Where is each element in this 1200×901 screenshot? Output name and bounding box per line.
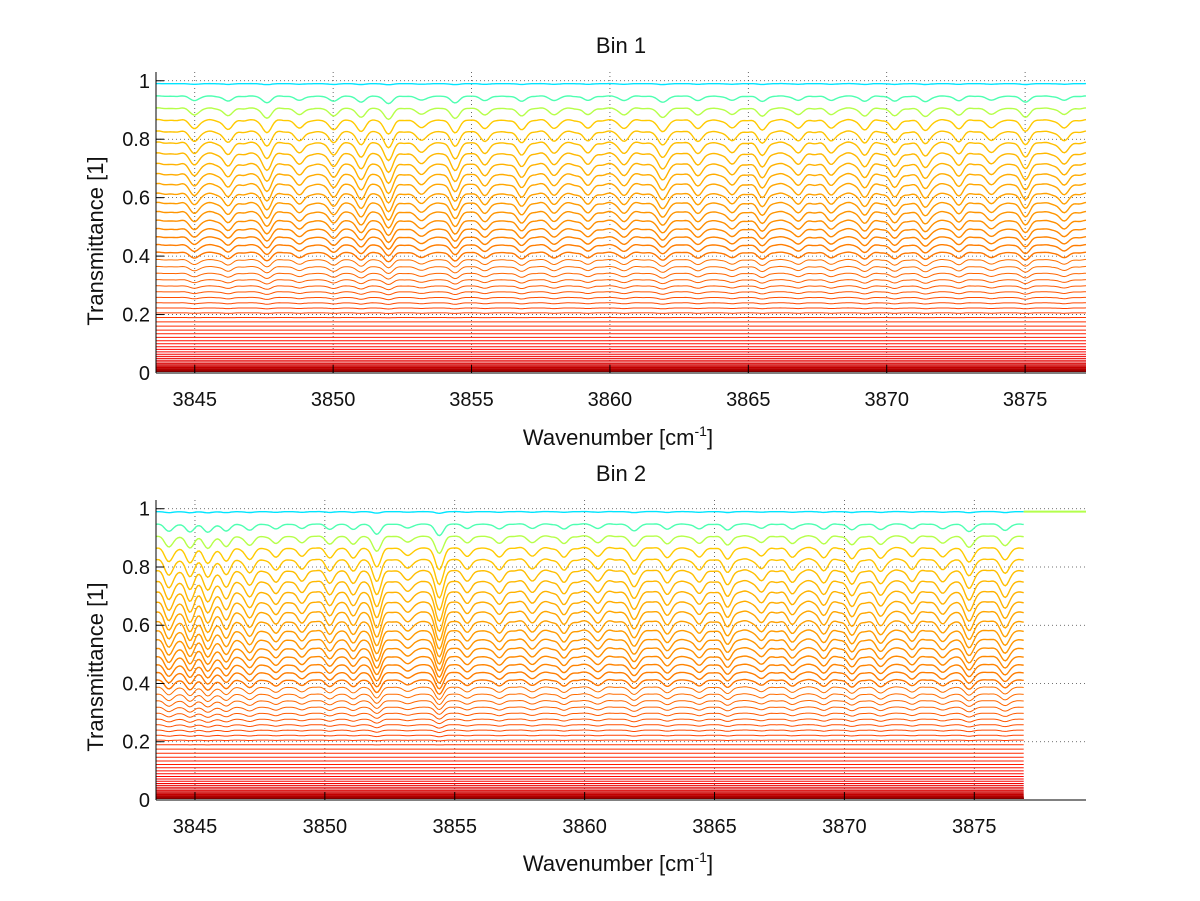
axes xyxy=(155,500,1086,801)
series-line xyxy=(155,579,1024,612)
x-tick-label: 3860 xyxy=(562,816,607,838)
x-tick-label: 3875 xyxy=(952,816,997,838)
series-line xyxy=(155,523,1024,537)
series-line xyxy=(156,302,1086,305)
series-line xyxy=(155,663,1024,684)
series-group xyxy=(155,510,1086,799)
series-line xyxy=(155,243,1087,257)
series-line xyxy=(155,152,1087,174)
x-tick-label: 3860 xyxy=(588,389,633,411)
series-line xyxy=(156,510,1024,515)
x-tick-label: 3845 xyxy=(173,389,218,411)
series-group xyxy=(155,82,1087,372)
series-line xyxy=(155,724,1024,729)
y-tick-label: 1 xyxy=(139,499,150,521)
series-line xyxy=(156,729,1024,734)
x-tick-label: 3865 xyxy=(692,816,737,838)
series-line xyxy=(155,251,1087,263)
series-line xyxy=(156,285,1087,291)
series-line xyxy=(155,546,1024,571)
panel-title: Bin 2 xyxy=(596,461,646,486)
series-line xyxy=(155,279,1087,286)
series-line xyxy=(156,739,1024,742)
series-line xyxy=(155,655,1024,679)
series-line xyxy=(155,95,1087,105)
y-tick-label: 0.8 xyxy=(122,557,150,579)
y-axis-label: Transmittance [1] xyxy=(83,156,108,325)
series-line xyxy=(155,227,1087,244)
series-line xyxy=(155,619,1024,651)
panel-bin-1: Bin 1 3845 3850 3855 3860 3865 3870 3875 0 0.2 0.… xyxy=(83,33,1087,450)
series-line xyxy=(155,118,1087,135)
x-axis-label: Wavenumber [cm-1] xyxy=(523,849,713,876)
series-line xyxy=(156,706,1024,715)
tick-labels: 3845 3850 3855 3860 3865 3870 3875 0 0.2 0.4 0.6 0.… xyxy=(122,499,996,838)
series-line xyxy=(155,629,1024,658)
series-line xyxy=(155,192,1087,213)
series-line xyxy=(155,557,1024,586)
panel-title: Bin 1 xyxy=(596,33,646,58)
y-tick-label: 1 xyxy=(139,71,150,93)
x-tick-label: 3850 xyxy=(311,389,356,411)
series-line xyxy=(155,534,1024,555)
panel-bin-2: Bin 2 3845 3850 3855 3860 3865 3870 3875 0 0.2 0.… xyxy=(83,461,1086,876)
x-tick-label: 3855 xyxy=(449,389,494,411)
series-line xyxy=(155,130,1087,149)
series-line xyxy=(156,712,1024,720)
series-line xyxy=(155,162,1087,185)
x-tick-label: 3850 xyxy=(303,816,348,838)
series-line xyxy=(155,219,1087,237)
y-tick-label: 0.4 xyxy=(122,246,150,268)
axes xyxy=(155,72,1086,374)
y-axis-label: Transmittance [1] xyxy=(83,582,108,751)
y-tick-label: 0.2 xyxy=(122,732,150,754)
y-tick-label: 0 xyxy=(139,790,150,812)
series-line xyxy=(155,265,1087,275)
series-line xyxy=(155,210,1087,229)
y-tick-label: 0.6 xyxy=(122,615,150,637)
x-tick-label: 3870 xyxy=(864,389,909,411)
x-tick-label: 3865 xyxy=(726,389,771,411)
series-line xyxy=(155,201,1087,222)
series-line xyxy=(155,82,1087,86)
series-line xyxy=(155,107,1087,121)
series-line xyxy=(155,600,1024,633)
series-line xyxy=(155,718,1024,725)
series-line xyxy=(155,182,1087,204)
y-tick-label: 0.8 xyxy=(122,129,150,151)
x-tick-label: 3845 xyxy=(173,816,218,838)
series-line xyxy=(155,686,1024,701)
series-line xyxy=(155,699,1024,711)
x-axis-label: Wavenumber [cm-1] xyxy=(523,423,713,450)
series-line xyxy=(155,291,1087,296)
y-tick-label: 0.2 xyxy=(122,305,150,327)
series-line xyxy=(156,312,1086,314)
series-line xyxy=(155,172,1087,195)
series-line xyxy=(155,610,1024,642)
series-line xyxy=(155,590,1024,623)
series-line xyxy=(155,678,1024,696)
series-line xyxy=(155,646,1024,672)
x-tick-label: 3870 xyxy=(822,816,867,838)
series-line xyxy=(155,569,1024,599)
series-line xyxy=(155,693,1024,706)
series-line xyxy=(155,638,1024,665)
y-tick-label: 0 xyxy=(139,363,150,385)
series-line xyxy=(155,671,1024,690)
series-line xyxy=(155,141,1087,162)
series-line xyxy=(155,235,1087,251)
series-line xyxy=(155,307,1087,310)
y-tick-label: 0.4 xyxy=(122,673,150,695)
series-line xyxy=(155,272,1087,280)
tick-labels: 3845 3850 3855 3860 3865 3870 3875 0 0.2 0.4 0.6 0.… xyxy=(122,71,1047,411)
x-tick-label: 3875 xyxy=(1003,389,1048,411)
series-line xyxy=(156,296,1086,301)
y-tick-label: 0.6 xyxy=(122,188,150,210)
series-line xyxy=(156,734,1024,738)
x-tick-label: 3855 xyxy=(432,816,477,838)
series-line xyxy=(155,258,1087,269)
